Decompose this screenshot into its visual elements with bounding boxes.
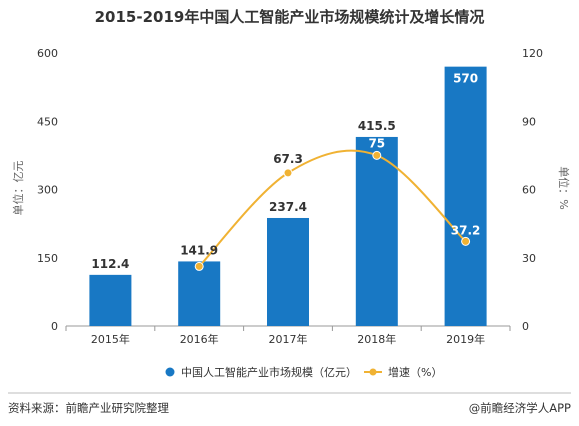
- y-left-tick-label: 600: [37, 47, 58, 60]
- y-right-tick-label: 90: [522, 115, 536, 128]
- legend-line-marker-dot: [369, 368, 377, 376]
- y-left-tick-label: 0: [51, 320, 58, 333]
- bar-value-label: 570: [453, 72, 478, 86]
- x-tick-label: 2018年: [357, 332, 396, 346]
- legend-bar-label: 中国人工智能产业市场规模（亿元）: [181, 365, 357, 379]
- x-tick-label: 2017年: [269, 332, 308, 346]
- growth-point: [283, 168, 293, 178]
- bar: [89, 274, 132, 326]
- y-left-tick-label: 450: [37, 115, 58, 128]
- growth-point: [461, 236, 471, 246]
- legend-bar-marker: [165, 367, 175, 377]
- y-right-tick-label: 0: [522, 320, 529, 333]
- bar-value-label: 141.9: [180, 243, 218, 257]
- y-left-tick-label: 300: [37, 184, 58, 197]
- growth-point: [194, 261, 204, 271]
- bar-value-label: 112.4: [91, 257, 129, 271]
- x-tick-label: 2016年: [180, 332, 219, 346]
- x-tick-label: 2019年: [446, 332, 485, 346]
- line-value-label: 37.2: [451, 223, 481, 237]
- bars-group: [89, 66, 487, 327]
- legend: 中国人工智能产业市场规模（亿元） 增速（%）: [165, 365, 442, 379]
- footer-credit: @前瞻经济学人APP: [469, 401, 571, 415]
- y-axis-left-label: 单位：亿元: [11, 161, 25, 216]
- line-value-label: 75: [368, 136, 385, 150]
- chart-title: 2015-2019年中国人工智能产业市场规模统计及增长情况: [95, 8, 485, 26]
- y-axis-right-label: 单位：%: [557, 166, 571, 209]
- bar: [444, 66, 487, 327]
- bar: [178, 261, 221, 326]
- bar-value-label: 415.5: [358, 119, 396, 133]
- x-tick-label: 2015年: [91, 332, 130, 346]
- y-left-tick-label: 150: [37, 252, 58, 265]
- line-value-label: 67.3: [273, 152, 303, 166]
- footer-source: 资料来源：前瞻产业研究院整理: [8, 401, 169, 415]
- legend-line-label: 增速（%）: [388, 365, 442, 379]
- bar-value-label: 237.4: [269, 200, 307, 214]
- labels-group: 112.4 141.9 237.4 415.5 570 67.3 75 37.2: [91, 72, 480, 271]
- y-right-tick-label: 60: [522, 184, 536, 197]
- line-group: [194, 149, 471, 271]
- growth-point: [372, 150, 382, 160]
- bar: [355, 136, 398, 326]
- bar: [267, 217, 309, 326]
- y-right-tick-label: 120: [522, 47, 543, 60]
- axes-group: 2015年 2016年 2017年 2018年 2019年 0 150 300 450 600 0 3…: [37, 47, 543, 346]
- y-right-tick-label: 30: [522, 252, 536, 265]
- growth-line: [198, 149, 467, 268]
